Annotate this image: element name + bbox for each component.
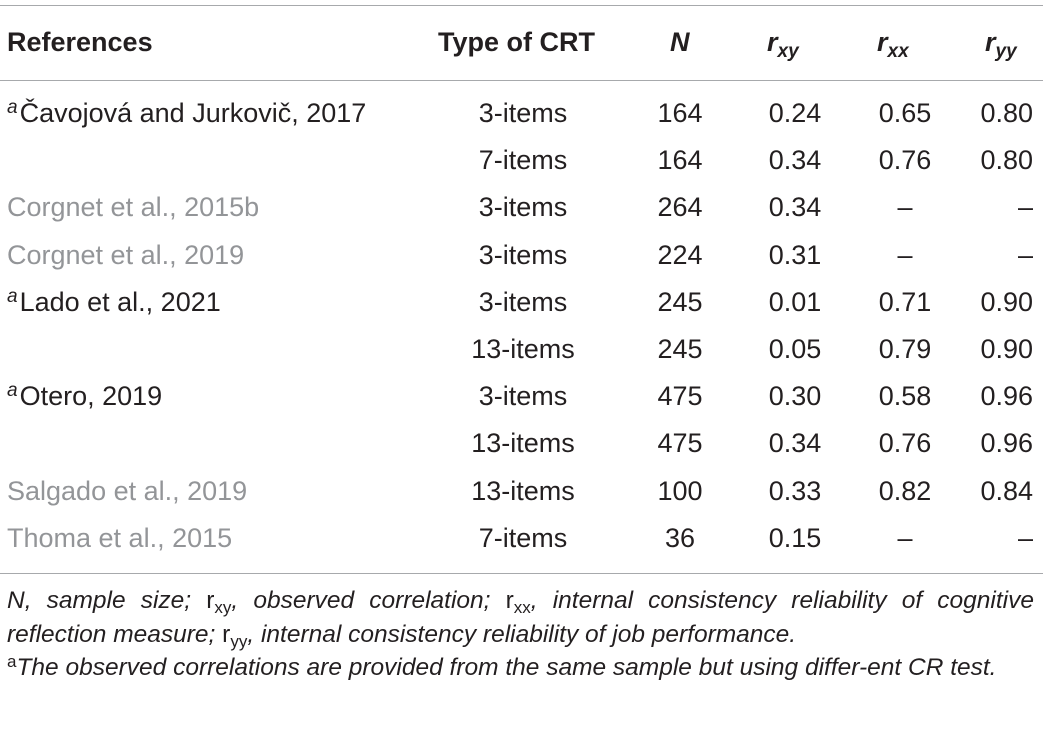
cell-ryy: – xyxy=(1017,522,1033,553)
header-ryy: ryy xyxy=(985,27,1017,62)
cell-type: 7-items xyxy=(478,522,568,553)
cell-ryy: 0.96 xyxy=(980,428,1033,459)
cell-rxx: – xyxy=(897,192,913,223)
cell-ryy: 0.80 xyxy=(980,98,1033,128)
cell-type: 3-items xyxy=(478,192,568,223)
header-rule xyxy=(0,80,1043,81)
cell-n: 224 xyxy=(657,239,703,270)
header-type-of-crt: Type of CRT xyxy=(438,27,595,57)
table-row: aLado et al., 2021 3-items 245 0.01 0.71 0.90 xyxy=(0,282,1043,329)
cell-type: 3-items xyxy=(478,239,568,270)
cell-ryy: 0.84 xyxy=(980,475,1033,506)
cell-rxx: 0.79 xyxy=(878,334,932,364)
cell-n: 475 xyxy=(657,428,703,459)
cell-type: 13-items xyxy=(471,428,575,459)
cell-rxy: 0.01 xyxy=(768,286,822,317)
cell-type: 13-items xyxy=(471,475,575,506)
cell-rxx: 0.82 xyxy=(878,475,932,506)
cell-n: 36 xyxy=(664,522,696,553)
cell-reference: Corgnet et al., 2015b xyxy=(7,192,260,223)
table-row: 13-items 475 0.34 0.76 0.96 xyxy=(0,423,1043,470)
footnote-a: aThe observed correlations are provided … xyxy=(7,652,997,681)
cell-n: 475 xyxy=(657,381,703,412)
cell-rxx: 0.58 xyxy=(878,381,932,412)
cell-ryy: 0.90 xyxy=(980,286,1033,317)
header-rxx: rxx xyxy=(877,27,909,62)
cell-rxy: 0.30 xyxy=(768,381,822,412)
table-row: 7-items 164 0.34 0.76 0.80 xyxy=(0,140,1043,187)
cell-rxy: 0.24 xyxy=(768,98,822,128)
cell-rxx: 0.65 xyxy=(878,98,932,128)
table-bottom-rule xyxy=(0,573,1043,574)
cell-n: 164 xyxy=(657,98,703,128)
cell-rxx: 0.71 xyxy=(878,286,932,317)
cell-rxy: 0.34 xyxy=(768,145,822,176)
cell-rxx: 0.76 xyxy=(878,145,932,176)
cell-type: 3-items xyxy=(478,98,568,128)
cell-type: 13-items xyxy=(471,334,575,364)
cell-n: 100 xyxy=(657,475,703,506)
header-references: References xyxy=(7,27,153,57)
cell-rxx: – xyxy=(897,239,913,270)
table-top-rule xyxy=(0,5,1043,6)
cell-ryy: 0.80 xyxy=(980,145,1033,176)
cell-ryy: – xyxy=(1017,192,1033,223)
header-rxy: rxy xyxy=(767,27,799,62)
footnote-marker: a xyxy=(7,97,18,118)
cell-rxx: 0.76 xyxy=(878,428,932,459)
cell-rxx: – xyxy=(897,522,913,553)
footnote-abbreviations: N, sample size; rxy, observed correlatio… xyxy=(7,587,1034,651)
cell-reference: aOtero, 2019 xyxy=(7,380,163,412)
cell-ryy: – xyxy=(1017,239,1033,270)
cell-reference: Thoma et al., 2015 xyxy=(7,522,233,553)
cell-type: 3-items xyxy=(478,381,568,412)
cell-reference: aLado et al., 2021 xyxy=(7,285,221,317)
table-row: Thoma et al., 2015 7-items 36 0.15 – – xyxy=(0,518,1043,565)
cell-ryy: 0.96 xyxy=(980,381,1033,412)
table-row: aOtero, 2019 3-items 475 0.30 0.58 0.96 xyxy=(0,376,1043,423)
table-row: Corgnet et al., 2015b 3-items 264 0.34 – – xyxy=(0,187,1043,234)
table-row: 13-items 245 0.05 0.79 0.90 xyxy=(0,329,1043,376)
cell-rxy: 0.15 xyxy=(768,522,822,553)
cell-n: 164 xyxy=(657,145,703,176)
cell-rxy: 0.34 xyxy=(768,192,822,223)
table-row: Corgnet et al., 2019 3-items 224 0.31 – – xyxy=(0,235,1043,282)
footnote-marker: a xyxy=(7,285,18,307)
cell-ryy: 0.90 xyxy=(980,334,1033,364)
cell-rxy: 0.33 xyxy=(768,475,822,506)
table-row: Salgado et al., 2019 13-items 100 0.33 0.82 0… xyxy=(0,471,1043,518)
cell-rxy: 0.34 xyxy=(768,428,822,459)
cell-rxy: 0.31 xyxy=(768,239,822,270)
footnote-marker: a xyxy=(7,380,18,402)
cell-reference: Salgado et al., 2019 xyxy=(7,475,248,506)
cell-n: 245 xyxy=(657,286,703,317)
header-n: N xyxy=(670,27,690,57)
cell-n: 245 xyxy=(657,334,703,364)
table-row: aČavojová and Jurkovič, 2017 3-items 164 0.… xyxy=(0,93,1043,140)
cell-type: 3-items xyxy=(478,286,568,317)
cell-reference: aČavojová and Jurkovič, 2017 xyxy=(7,97,367,128)
table-footnote: N, sample size; rxy, observed correlatio… xyxy=(7,584,1034,685)
cell-type: 7-items xyxy=(478,145,568,176)
cell-n: 264 xyxy=(657,192,703,223)
cell-rxy: 0.05 xyxy=(768,334,822,364)
cell-reference: Corgnet et al., 2019 xyxy=(7,239,245,270)
